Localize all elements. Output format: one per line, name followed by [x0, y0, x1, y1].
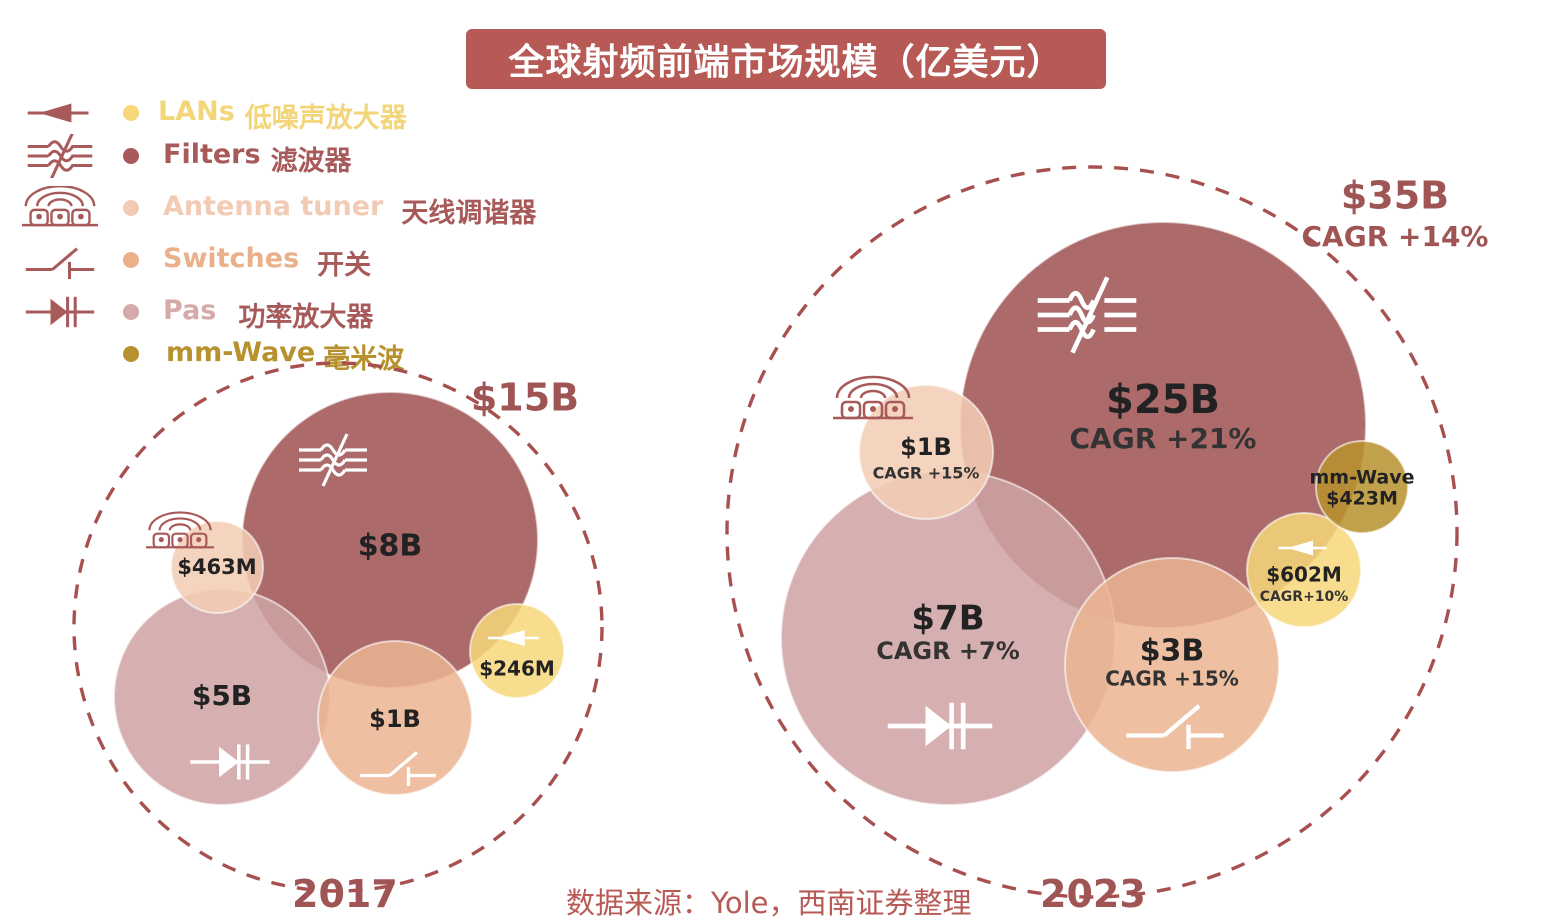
bubble-cagr-label: CAGR +15% — [873, 464, 980, 483]
legend-label-en: Filters — [163, 139, 261, 170]
legend-item-3: Antenna tuner 天线调谐器 — [0, 186, 600, 229]
bubble-lans — [469, 603, 565, 699]
legend-label-cn: 滤波器 — [270, 146, 352, 177]
legend-item-5: Pas 功率放大器 — [0, 292, 600, 333]
legend-label-en: mm-Wave — [166, 337, 316, 368]
switch-icon — [360, 751, 436, 786]
legend-label-cn: 毫米波 — [323, 344, 405, 375]
legend-label-cn: 天线调谐器 — [401, 198, 537, 229]
bubble-value-label: $1B — [369, 705, 421, 733]
switch-icon — [1126, 704, 1224, 749]
legend-item-4: Switches 开关 — [0, 240, 600, 281]
amplifier-icon — [1278, 540, 1327, 556]
bubble-value-label: $3B — [1140, 634, 1205, 669]
bubble-value-label: $8B — [358, 529, 423, 564]
legend-label-cn: 功率放大器 — [238, 302, 374, 333]
legend-dot — [123, 105, 139, 121]
total-cagr-label: CAGR +14% — [1302, 220, 1489, 253]
amplifier-icon — [27, 103, 89, 123]
legend-item-1: LANs 低噪声放大器 — [0, 93, 600, 134]
bubble-value-label: $5B — [192, 679, 252, 712]
bubble-value-label: $7B — [911, 599, 984, 639]
diode-icon — [190, 744, 270, 780]
bubble-value-label: $1B — [900, 433, 952, 461]
year-label-2023: 2023 — [1040, 872, 1146, 916]
legend-dot — [123, 148, 139, 164]
bubble-value-label: mm-Wave — [1309, 467, 1414, 489]
bubble-mm-wave — [1315, 440, 1409, 534]
diode-icon — [25, 296, 95, 328]
antenna-icon — [833, 375, 913, 420]
antenna-icon — [146, 511, 214, 549]
legend-label-en: LANs — [158, 96, 235, 127]
bubble-antenna-tuner — [170, 520, 264, 614]
bubble-value-label: $25B — [1106, 377, 1220, 423]
bubble-cagr-label: CAGR+10% — [1260, 589, 1349, 605]
bubble-lans — [1246, 512, 1362, 628]
bubble-cagr-label: CAGR +15% — [1105, 667, 1239, 691]
bubble-value-label: $602M — [1266, 563, 1342, 587]
legend-label-cn: 低噪声放大器 — [244, 103, 407, 134]
chart-title: 全球射频前端市场规模（亿美元） — [508, 42, 1064, 83]
legend-label-en: Pas — [163, 295, 217, 326]
total-ring — [725, 165, 1459, 899]
source-note: 数据来源：Yole，西南证券整理 — [566, 886, 972, 920]
year-label-2017: 2017 — [292, 872, 398, 916]
bubble-value-label: $423M — [1326, 488, 1398, 510]
legend-item-2: Filters 滤波器 — [0, 134, 600, 178]
bubble-cagr-label: CAGR +21% — [1070, 422, 1257, 455]
total-value-label: $35B — [1341, 174, 1449, 218]
bubble-value-label: $463M — [177, 555, 256, 579]
switch-icon — [25, 247, 95, 279]
bubble-value-label: $246M — [479, 657, 555, 681]
legend-dot — [123, 346, 139, 362]
amplifier-icon — [487, 630, 539, 646]
legend-dot — [123, 200, 139, 216]
legend-label-cn: 开关 — [317, 250, 372, 281]
filter-icon — [27, 134, 93, 178]
bubble-switches — [317, 640, 473, 796]
total-ring — [72, 361, 604, 893]
legend-dot — [123, 304, 139, 320]
total-value-label: $15B — [471, 376, 579, 420]
legend-label-en: Switches — [163, 243, 300, 274]
title-banner: 全球射频前端市场规模（亿美元） — [466, 29, 1106, 89]
filter-icon — [1037, 276, 1137, 354]
legend-label-en: Antenna tuner — [163, 191, 384, 222]
bubble-cagr-label: CAGR +7% — [876, 637, 1020, 665]
legend-item-6: mm-Wave 毫米波 — [0, 334, 600, 375]
bubble-group-2017: $8B $5B $1B $463M $246M $15B — [72, 361, 604, 893]
antenna-icon — [22, 186, 98, 227]
filter-icon — [299, 433, 367, 487]
legend-dot — [123, 252, 139, 268]
diode-icon — [887, 702, 993, 750]
bubble-switches — [1064, 557, 1280, 773]
